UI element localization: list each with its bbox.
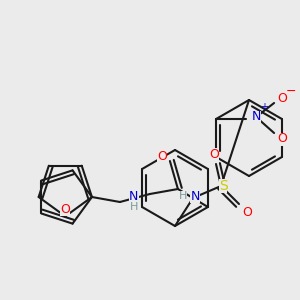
Text: O: O	[277, 92, 287, 104]
Text: O: O	[242, 206, 252, 218]
Text: N: N	[129, 190, 139, 202]
Text: S: S	[219, 179, 227, 193]
Text: −: −	[286, 85, 296, 98]
Text: O: O	[209, 148, 219, 160]
Text: O: O	[277, 133, 287, 146]
Text: N: N	[190, 190, 200, 202]
Text: O: O	[60, 203, 70, 216]
Text: O: O	[157, 149, 167, 163]
Text: H: H	[179, 191, 187, 201]
Text: N: N	[251, 110, 261, 124]
Text: H: H	[130, 202, 138, 212]
Text: +: +	[260, 102, 268, 112]
